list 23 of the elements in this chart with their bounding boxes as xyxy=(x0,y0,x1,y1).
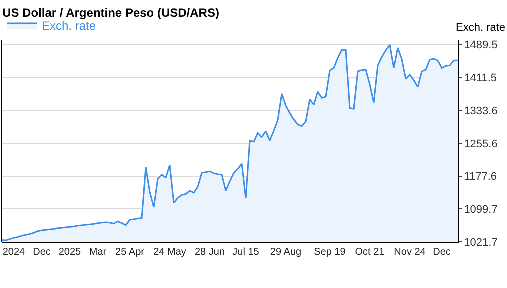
x-tick-label: 24 May xyxy=(154,247,186,258)
y-tick-label: 1177.6 xyxy=(464,171,498,184)
x-tick-label: Sep 19 xyxy=(314,247,346,258)
y-tick-label: 1489.5 xyxy=(464,40,498,52)
x-tick-label: 28 Jun xyxy=(194,247,226,258)
x-tick-label: Oct 21 xyxy=(355,247,386,258)
y-tick-label: 1255.6 xyxy=(464,138,498,150)
x-tick-label: Nov 24 xyxy=(394,247,426,258)
x-tick-label: Dec xyxy=(33,247,51,258)
x-tick-label: Jul 15 xyxy=(232,247,260,258)
chart-title: US Dollar / Argentine Peso (USD/ARS) xyxy=(2,6,220,20)
y-tick-label: 1099.7 xyxy=(464,204,498,216)
x-tick-label: 25 Apr xyxy=(116,247,146,258)
y-tick-label: 1021.7 xyxy=(464,236,498,249)
x-tick-label: 2024 xyxy=(2,247,26,258)
x-tick-label: Mar xyxy=(89,247,108,258)
legend-label: Exch. rate xyxy=(42,19,96,34)
y-tick-label: 1333.6 xyxy=(464,105,498,118)
x-tick-label: 2025 xyxy=(58,247,82,258)
y-axis-title: Exch. rate xyxy=(456,22,506,34)
y-tick-label: 1411.5 xyxy=(464,72,498,85)
x-tick-label: Dec xyxy=(433,247,451,258)
x-tick-label: 29 Aug xyxy=(270,247,302,258)
